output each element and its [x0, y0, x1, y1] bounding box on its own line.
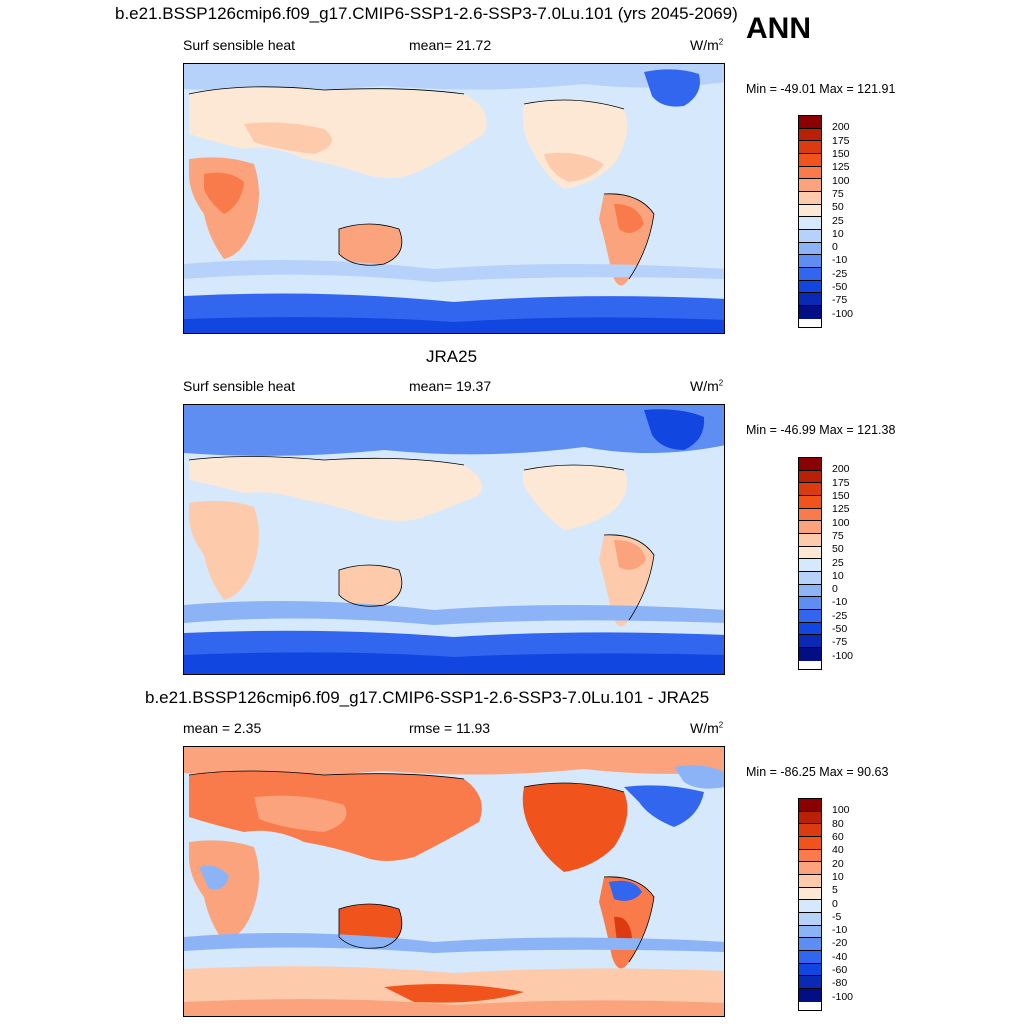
colorbar-tick-label: -5 [832, 910, 842, 923]
colorbar-tick-label: 100 [832, 174, 850, 187]
colorbar-tick-label: 5 [832, 884, 838, 897]
colorbar-tick-label: 50 [832, 201, 844, 214]
panel-1-mean-label: mean= 21.72 [409, 37, 492, 53]
colorbar-tick-label: 50 [832, 543, 844, 556]
colorbar-tick-label: 10 [832, 569, 844, 582]
colorbar-tick-label: 40 [832, 844, 844, 857]
colorbar-tick-label: 10 [832, 227, 844, 240]
colorbar-tick-label: -100 [832, 649, 854, 662]
colorbar-tick-label: 175 [832, 134, 850, 147]
colorbar-tick-label: 25 [832, 214, 844, 227]
colorbar-tick-label: 150 [832, 489, 850, 502]
colorbar-tick-label: 175 [832, 476, 850, 489]
panel-3-units: W/m2 [690, 720, 724, 736]
panel-1-title: b.e21.BSSP126cmip6.f09_g17.CMIP6-SSP1-2.… [115, 4, 738, 23]
colorbar-tick-label: 200 [832, 463, 850, 476]
colorbar-tick-label: 125 [832, 503, 850, 516]
colorbar-tick-label: -60 [832, 964, 848, 977]
colorbar-tick-label: 0 [832, 241, 838, 254]
panel-1-map [183, 63, 725, 334]
colorbar-tick-label: 80 [832, 817, 844, 830]
colorbar-tick-label: -100 [832, 307, 854, 320]
panel-1-variable-label: Surf sensible heat [183, 37, 296, 53]
panel-1-minmax: Min = -49.01 Max = 121.91 [746, 82, 896, 96]
colorbar-tick-label: -50 [832, 281, 848, 294]
colorbar-tick-label: 150 [832, 147, 850, 160]
panel-3-colorbar [798, 798, 822, 1011]
colorbar-tick-label: -50 [832, 623, 848, 636]
colorbar-tick-label: -100 [832, 990, 854, 1003]
colorbar-tick-label: 60 [832, 830, 844, 843]
panel-2-minmax: Min = -46.99 Max = 121.38 [746, 423, 896, 437]
colorbar-tick-label: 25 [832, 556, 844, 569]
panel-3-title: b.e21.BSSP126cmip6.f09_g17.CMIP6-SSP1-2.… [145, 688, 710, 707]
panel-2-colorbar [798, 457, 822, 670]
panel-1-units: W/m2 [690, 37, 724, 53]
colorbar-tick-label: -75 [832, 636, 848, 649]
panel-2-map [183, 404, 725, 675]
season-label: ANN [746, 12, 811, 45]
panel-2-variable-label: Surf sensible heat [183, 378, 296, 394]
colorbar-tick-label: -10 [832, 254, 848, 267]
colorbar-tick-label: 200 [832, 121, 850, 134]
colorbar-tick-label: -80 [832, 977, 848, 990]
panel-2-title: JRA25 [426, 347, 478, 366]
panel-3-rmse-label: rmse = 11.93 [409, 720, 491, 736]
colorbar-tick-label: 100 [832, 516, 850, 529]
colorbar-tick-label: -10 [832, 596, 848, 609]
colorbar-tick-label: 75 [832, 529, 844, 542]
colorbar-tick-label: -75 [832, 294, 848, 307]
colorbar-tick-label: 75 [832, 187, 844, 200]
colorbar-tick-label: 20 [832, 857, 844, 870]
panel-2-units: W/m2 [690, 378, 724, 394]
colorbar-tick-label: -25 [832, 267, 848, 280]
colorbar-tick-label: 0 [832, 583, 838, 596]
colorbar-tick-label: 0 [832, 897, 838, 910]
panel-2-mean-label: mean= 19.37 [409, 378, 492, 394]
colorbar-tick-label: -25 [832, 609, 848, 622]
colorbar-tick-label: -10 [832, 924, 848, 937]
colorbar-tick-label: 125 [832, 161, 850, 174]
colorbar-tick-label: -40 [832, 950, 848, 963]
colorbar-tick-label: 10 [832, 870, 844, 883]
colorbar-tick-label: -20 [832, 937, 848, 950]
panel-3-map [183, 746, 725, 1017]
colorbar-tick-label: 100 [832, 804, 850, 817]
panel-3-mean-label: mean = 2.35 [183, 720, 262, 736]
panel-1-colorbar [798, 115, 822, 328]
panel-3-minmax: Min = -86.25 Max = 90.63 [746, 765, 889, 779]
